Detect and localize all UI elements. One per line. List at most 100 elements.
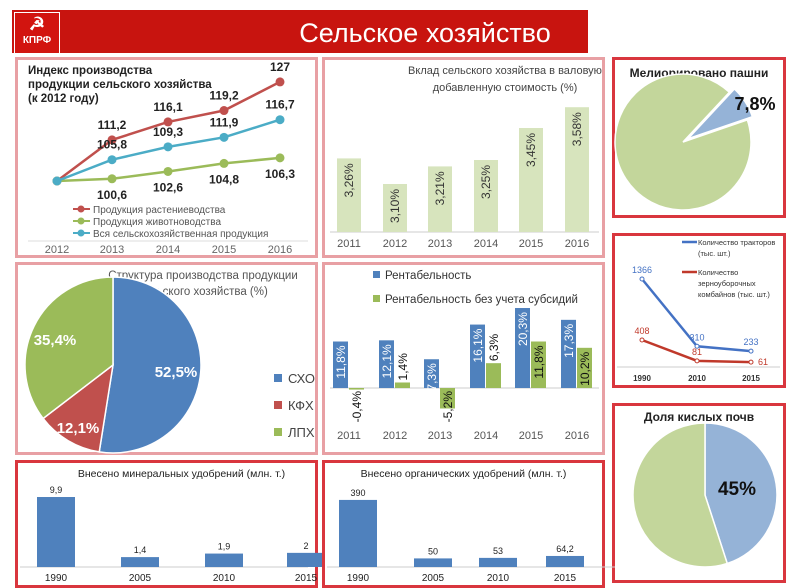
data-label: 119,2 bbox=[209, 89, 239, 103]
bar bbox=[339, 499, 377, 567]
data-point bbox=[219, 158, 229, 168]
data-label: 127 bbox=[270, 60, 290, 74]
structure-slice-0 bbox=[98, 276, 202, 454]
bar bbox=[205, 553, 243, 567]
profit-bar-chart: Рентабельность Рентабельность без учета с… bbox=[330, 270, 599, 442]
bar-label: 3,45% bbox=[524, 133, 538, 167]
hammer-sickle-icon: ☭ bbox=[28, 14, 46, 34]
bar-label: 11,8% bbox=[532, 345, 546, 378]
x-tick-label: 2015 bbox=[742, 374, 760, 383]
bar-label: 3,26% bbox=[342, 163, 356, 197]
acid-slice-1 bbox=[632, 422, 729, 568]
bar-label: 10,2% bbox=[578, 351, 592, 385]
bar-label: 3,21% bbox=[433, 171, 447, 205]
bar bbox=[121, 557, 159, 567]
data-point bbox=[748, 359, 754, 365]
chart-title: Внесено органических удобрений (млн. т.) bbox=[361, 468, 567, 480]
slice-label: 12,1% bbox=[57, 420, 100, 437]
legend-marker bbox=[77, 229, 85, 237]
bar-profit bbox=[424, 359, 439, 388]
x-tick-label: 2011 bbox=[337, 238, 361, 250]
data-label: 81 bbox=[692, 347, 702, 357]
x-tick-label: 2014 bbox=[474, 430, 498, 442]
data-point bbox=[639, 276, 645, 282]
legend-label: комбайнов (тыс. шт.) bbox=[698, 290, 770, 299]
chart-title: продукции сельского хозяйства bbox=[28, 79, 212, 91]
legend-label: Количество тракторов bbox=[698, 238, 775, 247]
x-tick-label: 2012 bbox=[383, 238, 407, 250]
x-tick-label: 2005 bbox=[129, 573, 152, 584]
data-point bbox=[52, 176, 62, 186]
chart-title: Внесено минеральных удобрений (млн. т.) bbox=[78, 468, 285, 480]
data-point bbox=[219, 106, 229, 116]
data-point bbox=[639, 337, 645, 343]
legend-swatch bbox=[274, 374, 282, 382]
data-label: 61 bbox=[758, 357, 768, 367]
x-tick-label: 1990 bbox=[347, 573, 370, 584]
melior-slice-0 bbox=[687, 87, 754, 140]
logo-text: КПРФ bbox=[22, 35, 52, 46]
pie-label: 7,8% bbox=[734, 94, 775, 114]
melior-slice-1 bbox=[614, 73, 752, 211]
bar bbox=[474, 160, 498, 232]
structure-pie-chart: Структура производства продукции сельског… bbox=[24, 270, 315, 454]
panel-index: Индекс производства продукции сельского х… bbox=[15, 57, 318, 258]
bar-no-subsidy bbox=[486, 363, 501, 388]
data-label: 408 bbox=[634, 326, 649, 336]
bar bbox=[428, 166, 452, 232]
data-point bbox=[107, 155, 117, 165]
legend-label: Продукция растениеводства bbox=[93, 205, 226, 216]
bar-label: 20,3% bbox=[516, 312, 530, 346]
x-tick-label: 2010 bbox=[688, 374, 706, 383]
data-label: 310 bbox=[689, 332, 704, 342]
bar bbox=[479, 557, 517, 567]
bar bbox=[565, 107, 589, 232]
slice-label: 35,4% bbox=[34, 332, 77, 349]
data-label: 102,6 bbox=[153, 180, 183, 194]
acid-slice-0 bbox=[704, 422, 778, 565]
data-label: 116,7 bbox=[265, 98, 295, 112]
bar bbox=[519, 128, 543, 232]
bar-label: 9,9 bbox=[50, 485, 63, 495]
bar-label: 1,9 bbox=[218, 542, 231, 552]
panel-organic: Внесено органических удобрений (млн. т.)… bbox=[322, 460, 615, 588]
data-point bbox=[163, 142, 173, 152]
legend-swatch bbox=[274, 428, 282, 436]
bar-profit bbox=[470, 324, 485, 388]
organic-bar-chart: Внесено органических удобрений (млн. т.)… bbox=[327, 468, 615, 584]
data-label: 116,1 bbox=[153, 100, 183, 114]
legend-marker bbox=[77, 217, 85, 225]
data-point bbox=[275, 153, 285, 163]
x-tick-label: 2016 bbox=[565, 430, 589, 442]
legend-label: Количество bbox=[698, 268, 738, 277]
chart-title: Вклад сельского хозяйства в валовую bbox=[408, 65, 602, 77]
chart-title: добавленную стоимость (%) bbox=[433, 82, 578, 94]
structure-slice-1 bbox=[42, 363, 115, 453]
bar-label: 7,3% bbox=[425, 363, 439, 391]
legend-label: КФХ bbox=[288, 398, 314, 413]
data-label: 100,6 bbox=[97, 188, 127, 202]
x-tick-label: 2012 bbox=[45, 244, 69, 256]
machines-line-chart: 1366 310 233 Количество тракторов (тыс. шт.)… bbox=[617, 238, 780, 383]
data-point bbox=[275, 115, 285, 125]
bar-no-subsidy bbox=[395, 382, 410, 388]
legend-swatch bbox=[274, 401, 282, 409]
page-title: Сельское хозяйство bbox=[299, 18, 551, 48]
data-point bbox=[219, 132, 229, 142]
data-point bbox=[163, 117, 173, 127]
chart-title: Индекс производства bbox=[28, 65, 153, 77]
x-tick-label: 2015 bbox=[554, 573, 577, 584]
x-tick-label: 1990 bbox=[45, 573, 68, 584]
panel-structure: Структура производства продукции сельског… bbox=[15, 262, 318, 455]
legend-label: (тыс. шт.) bbox=[698, 249, 731, 258]
bar-label: 1,4 bbox=[134, 545, 147, 555]
mineral-bar-chart: Внесено минеральных удобрений (млн. т.) 9… bbox=[20, 468, 325, 584]
x-tick-label: 2015 bbox=[212, 244, 236, 256]
chart-title: Структура производства продукции bbox=[108, 270, 298, 282]
kprf-logo: ☭ КПРФ bbox=[14, 12, 60, 54]
panel-melior: Мелиорировано пашни 7,8% bbox=[612, 57, 786, 218]
x-tick-label: 2011 bbox=[337, 430, 361, 442]
data-label: 109,3 bbox=[153, 125, 183, 139]
bar-label: 6,3% bbox=[487, 333, 501, 361]
